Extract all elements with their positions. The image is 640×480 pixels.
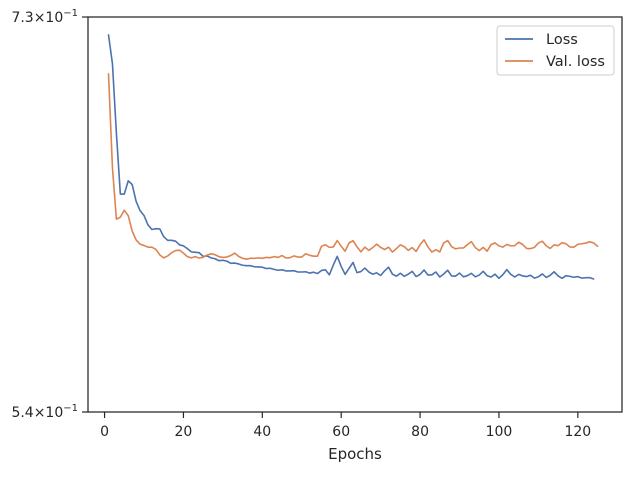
- y-tick-label: 5.4×10−1: [11, 403, 78, 421]
- y-axis-ticks: 7.3×10−1 5.4×10−1: [11, 8, 88, 421]
- x-tick-label: 120: [564, 424, 591, 440]
- x-tick-label: 0: [100, 424, 109, 440]
- x-tick-label: 20: [175, 424, 193, 440]
- plot-frame: [87, 16, 623, 413]
- legend-label-loss: Loss: [546, 32, 578, 48]
- x-axis-ticks: 0 20 40 60 80 100 120: [100, 412, 591, 440]
- legend-label-val-loss: Val. loss: [546, 54, 605, 70]
- x-tick-label: 40: [253, 424, 271, 440]
- x-tick-label: 100: [486, 424, 513, 440]
- x-tick-label: 60: [332, 424, 350, 440]
- series-line-val-loss: [107, 73, 599, 260]
- x-axis-label: Epochs: [328, 445, 382, 463]
- x-tick-label: 80: [411, 424, 429, 440]
- y-tick-label: 7.3×10−1: [11, 8, 78, 26]
- series-layer: [107, 34, 599, 280]
- series-line-loss: [107, 34, 595, 280]
- legend: Loss Val. loss: [496, 25, 615, 76]
